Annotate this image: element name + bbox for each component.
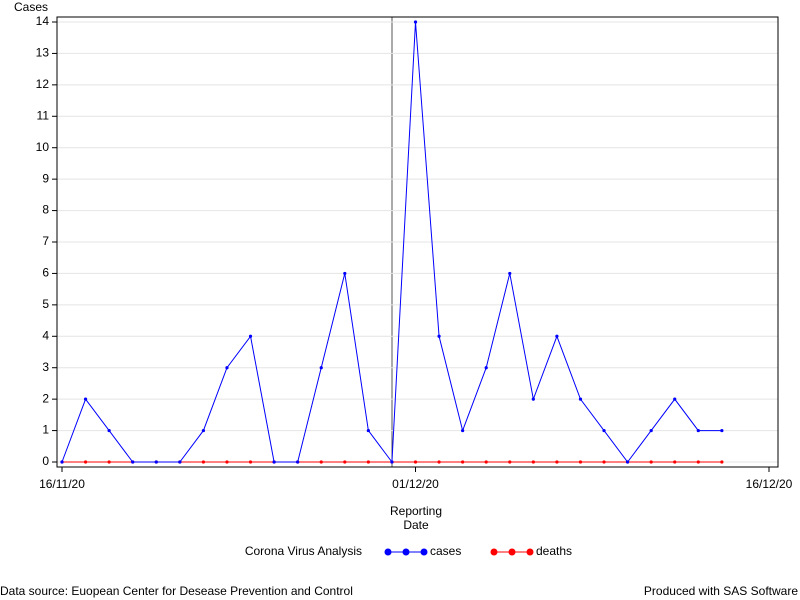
point	[437, 334, 441, 338]
point	[461, 428, 465, 433]
legend-marker	[402, 548, 410, 556]
point	[366, 460, 370, 464]
legend-label: deaths	[536, 544, 572, 558]
y-tick-label: 1	[42, 423, 49, 437]
legend-marker	[508, 548, 516, 556]
point	[83, 397, 88, 401]
x-axis-label: Date	[403, 518, 429, 532]
x-axis-label: Reporting	[390, 504, 442, 518]
point	[461, 460, 465, 464]
x-tick-label: 16/12/20	[746, 477, 793, 491]
point	[626, 460, 630, 464]
point	[508, 271, 512, 276]
legend-marker	[490, 548, 498, 556]
legend-marker	[420, 548, 428, 556]
point	[649, 460, 653, 464]
y-axis-label: Cases	[14, 0, 48, 14]
point	[131, 460, 135, 464]
point	[437, 460, 441, 464]
y-tick-label: 2	[42, 391, 49, 405]
y-tick-label: 12	[36, 77, 50, 91]
y-tick-label: 7	[42, 234, 49, 248]
point	[673, 397, 677, 401]
x-tick-label: 01/12/20	[392, 477, 439, 491]
y-tick-label: 5	[42, 297, 49, 311]
point	[696, 460, 700, 464]
point	[673, 460, 677, 464]
legend-marker	[526, 548, 534, 556]
point	[531, 460, 535, 464]
point	[248, 334, 253, 338]
point	[602, 428, 606, 433]
point	[154, 460, 158, 464]
point	[343, 271, 347, 276]
point	[508, 460, 512, 464]
point	[248, 460, 253, 464]
y-tick-label: 11	[37, 108, 50, 122]
y-tick-label: 3	[42, 360, 49, 374]
point	[602, 460, 606, 464]
legend-title: Corona Virus Analysis	[245, 544, 362, 558]
point	[178, 460, 182, 464]
footnote: Data source: Euopean Center for Desease …	[0, 584, 353, 598]
point	[319, 460, 323, 464]
point	[484, 366, 488, 370]
point	[413, 20, 418, 24]
legend-marker	[384, 548, 392, 556]
y-tick-label: 6	[42, 266, 49, 280]
point	[107, 460, 111, 464]
point	[531, 397, 535, 401]
point	[225, 460, 229, 464]
y-tick-label: 14	[36, 14, 50, 28]
point	[578, 397, 583, 401]
point	[366, 428, 370, 433]
legend-label: cases	[430, 544, 461, 558]
x-tick-label: 16/11/20	[39, 477, 85, 491]
point	[272, 460, 276, 464]
point	[555, 334, 559, 338]
plot-frame	[56, 16, 779, 468]
point	[578, 460, 583, 464]
point	[60, 460, 64, 464]
point	[649, 428, 653, 433]
point	[720, 428, 724, 433]
point	[720, 460, 724, 464]
point	[343, 460, 347, 464]
point	[319, 366, 323, 370]
y-tick-label: 9	[42, 171, 49, 185]
point	[107, 428, 111, 433]
y-tick-label: 4	[42, 328, 49, 342]
point	[413, 460, 418, 464]
y-tick-label: 0	[42, 454, 49, 468]
point	[201, 460, 205, 464]
point	[390, 460, 394, 464]
point	[484, 460, 488, 464]
y-tick-label: 8	[42, 203, 49, 217]
point	[296, 460, 300, 464]
point	[696, 428, 700, 433]
point	[83, 460, 88, 464]
footnote: Produced with SAS Software	[644, 584, 798, 598]
point	[225, 366, 229, 370]
point	[555, 460, 559, 464]
y-tick-label: 13	[36, 46, 50, 60]
y-tick-label: 10	[36, 140, 50, 154]
point	[201, 428, 205, 433]
